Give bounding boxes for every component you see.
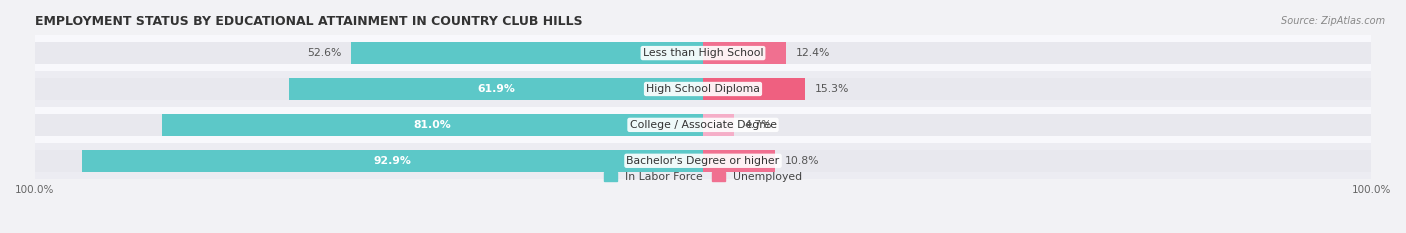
Text: 92.9%: 92.9% <box>374 156 412 166</box>
Text: 52.6%: 52.6% <box>307 48 342 58</box>
Bar <box>162 114 703 136</box>
Bar <box>35 150 703 172</box>
Bar <box>35 107 1371 143</box>
Text: 61.9%: 61.9% <box>477 84 515 94</box>
Text: Less than High School: Less than High School <box>643 48 763 58</box>
Legend: In Labor Force, Unemployed: In Labor Force, Unemployed <box>603 172 803 182</box>
Bar <box>703 150 1371 172</box>
Bar <box>703 114 734 136</box>
Bar <box>35 42 703 64</box>
Text: 81.0%: 81.0% <box>413 120 451 130</box>
Bar <box>703 78 1371 100</box>
Bar <box>703 42 1371 64</box>
Text: High School Diploma: High School Diploma <box>647 84 759 94</box>
Bar <box>35 143 1371 179</box>
Bar <box>703 150 775 172</box>
Text: 10.8%: 10.8% <box>785 156 820 166</box>
Bar <box>703 114 1371 136</box>
Text: Source: ZipAtlas.com: Source: ZipAtlas.com <box>1281 16 1385 26</box>
Bar <box>352 42 703 64</box>
Bar <box>703 78 806 100</box>
Bar <box>35 71 1371 107</box>
Text: 15.3%: 15.3% <box>815 84 849 94</box>
Text: 4.7%: 4.7% <box>744 120 772 130</box>
Text: EMPLOYMENT STATUS BY EDUCATIONAL ATTAINMENT IN COUNTRY CLUB HILLS: EMPLOYMENT STATUS BY EDUCATIONAL ATTAINM… <box>35 15 582 28</box>
Bar <box>35 78 703 100</box>
Bar <box>290 78 703 100</box>
Text: College / Associate Degree: College / Associate Degree <box>630 120 776 130</box>
Bar <box>35 35 1371 71</box>
Bar <box>35 114 703 136</box>
Bar <box>703 42 786 64</box>
Text: 12.4%: 12.4% <box>796 48 831 58</box>
Bar <box>82 150 703 172</box>
Text: Bachelor's Degree or higher: Bachelor's Degree or higher <box>627 156 779 166</box>
